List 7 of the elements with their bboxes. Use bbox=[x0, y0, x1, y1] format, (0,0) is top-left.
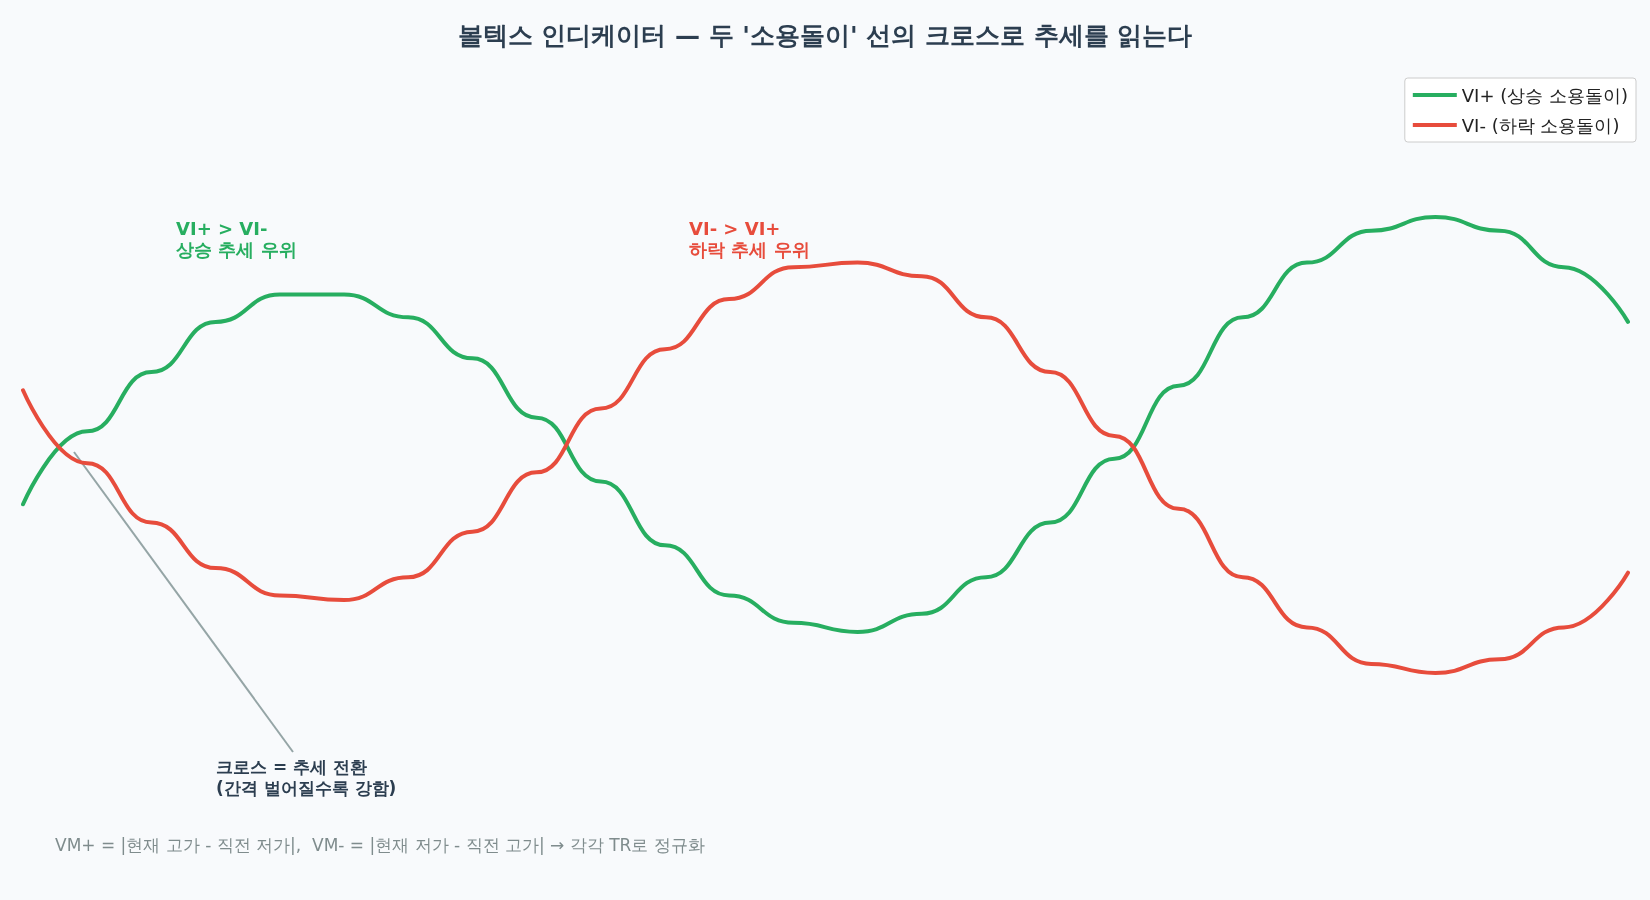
chart-title: 볼텍스 인디케이터 — 두 '소용돌이' 선의 크로스로 추세를 읽는다 bbox=[457, 21, 1193, 50]
legend-label: VI- (하락 소용돌이) bbox=[1461, 114, 1620, 136]
legend-label: VI+ (상승 소용돌이) bbox=[1461, 84, 1629, 106]
annotation: VI- > VI+ 하락 추세 우위 bbox=[689, 218, 810, 260]
text: VM+ = |현재 고가 - 직전 저가|, VM- = |현재 저가 - 직전 고가| → 각각 TR로 정규화 bbox=[55, 834, 705, 855]
annotation: VI+ > VI- 상승 추세 우위 bbox=[176, 218, 297, 260]
text: 크로스 = 추세 전환 (간격 벌어질수록 강함) bbox=[216, 756, 397, 798]
